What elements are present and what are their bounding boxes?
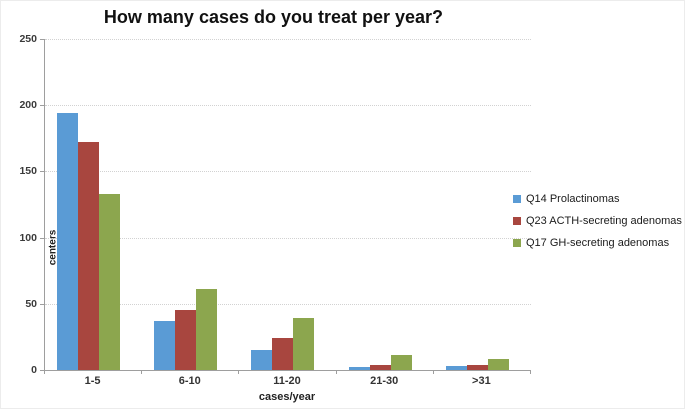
bar-group bbox=[40, 39, 137, 370]
legend-label: Q14 Prolactinomas bbox=[526, 192, 620, 205]
plot-area: centers bbox=[44, 39, 531, 371]
bar bbox=[293, 318, 315, 370]
chart-title: How many cases do you treat per year? bbox=[103, 7, 444, 27]
x-axis-category-label: >31 bbox=[472, 375, 491, 387]
legend-item: Q23 ACTH-secreting adenomas bbox=[513, 214, 682, 227]
bar bbox=[369, 364, 391, 370]
legend-swatch bbox=[513, 194, 521, 203]
bar bbox=[466, 364, 488, 370]
bar bbox=[175, 310, 197, 370]
bar bbox=[487, 359, 509, 370]
gridline bbox=[45, 303, 531, 305]
legend-label: Q17 GH-secreting adenomas bbox=[526, 236, 670, 249]
gridline bbox=[45, 39, 531, 40]
y-axis-tick-label: 0 bbox=[31, 364, 37, 376]
bar-group bbox=[234, 39, 331, 370]
x-axis-tick bbox=[530, 370, 531, 374]
x-axis-category-label: 6-10 bbox=[178, 375, 201, 387]
legend: Q14 Prolactinomas Q23 ACTH-secreting aden… bbox=[513, 192, 682, 258]
legend-swatch bbox=[513, 238, 521, 247]
y-axis-tick bbox=[40, 237, 44, 239]
legend-swatch bbox=[513, 216, 521, 225]
x-axis-tick bbox=[433, 370, 434, 374]
bar bbox=[272, 338, 294, 370]
x-axis-tick bbox=[238, 370, 239, 374]
y-axis-tick bbox=[40, 303, 44, 305]
x-axis-category-label: 11-20 bbox=[273, 375, 301, 387]
x-axis-tick bbox=[44, 370, 45, 374]
bar bbox=[57, 113, 79, 370]
x-axis-category-label: 21-30 bbox=[370, 375, 399, 387]
legend-item: Q14 Prolactinomas bbox=[513, 192, 682, 205]
bar-group bbox=[429, 39, 526, 370]
bar bbox=[196, 289, 218, 370]
y-axis-tick-label: 200 bbox=[19, 99, 37, 112]
bar bbox=[251, 350, 273, 370]
bar-group bbox=[137, 39, 234, 370]
y-axis-tick bbox=[40, 171, 44, 173]
gridline bbox=[45, 105, 531, 107]
gridline bbox=[45, 171, 531, 173]
x-axis-tick bbox=[141, 370, 142, 374]
bar bbox=[390, 355, 412, 370]
y-axis-tick-label: 100 bbox=[19, 231, 37, 244]
y-axis-tick-label: 50 bbox=[25, 297, 37, 310]
bar bbox=[99, 193, 121, 370]
bar-group bbox=[332, 39, 429, 370]
y-axis-tick bbox=[40, 370, 44, 371]
bar bbox=[445, 366, 467, 370]
gridline bbox=[45, 237, 531, 239]
x-axis-title: cases/year bbox=[258, 391, 316, 403]
x-axis-category-label: 1-5 bbox=[84, 375, 101, 387]
y-axis-tick-label: 250 bbox=[19, 33, 37, 45]
bar bbox=[348, 367, 370, 370]
y-axis-tick-label: 150 bbox=[19, 165, 37, 178]
bar bbox=[154, 321, 176, 370]
legend-label: Q23 ACTH-secreting adenomas bbox=[526, 214, 682, 227]
x-axis-tick bbox=[336, 370, 337, 374]
y-axis-tick bbox=[40, 105, 44, 107]
legend-item: Q17 GH-secreting adenomas bbox=[513, 236, 682, 249]
bar bbox=[78, 142, 100, 370]
y-axis-tick bbox=[40, 39, 44, 40]
